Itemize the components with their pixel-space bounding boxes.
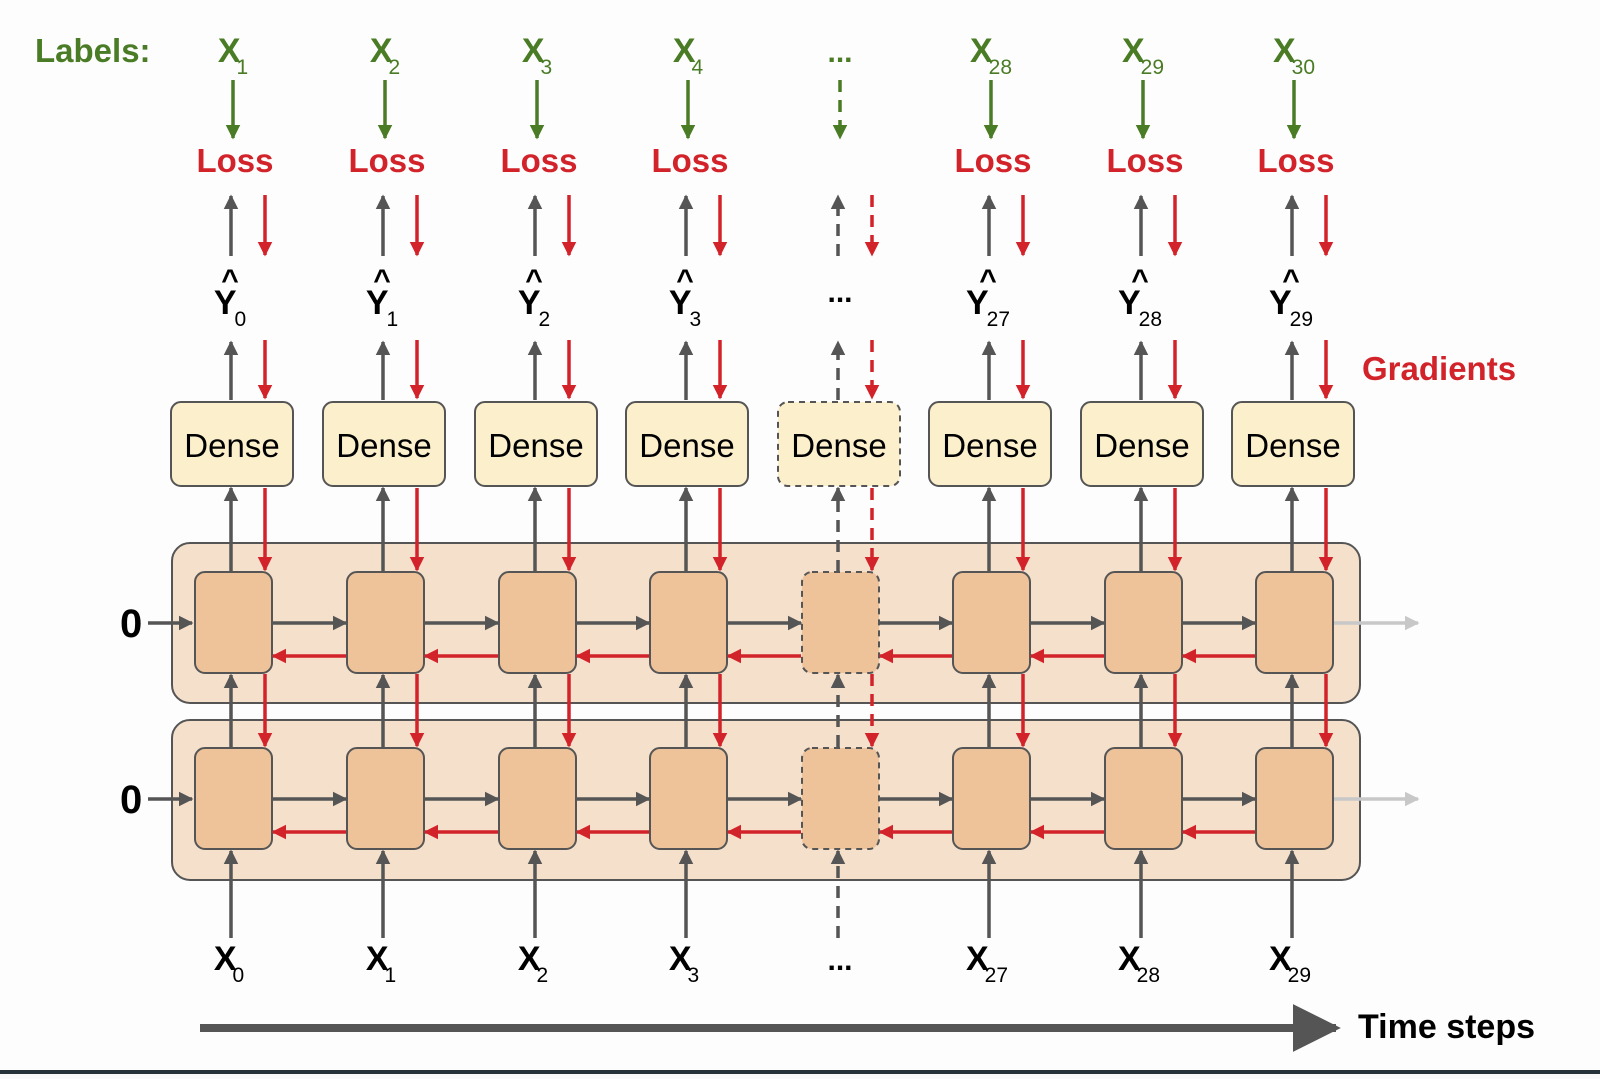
rnn-cell-top [194,571,273,674]
prediction-ellipsis: ... [827,276,852,309]
dense-layer-label: Dense [639,427,734,464]
label-ellipsis: ... [827,36,852,69]
loss-label: Loss [348,142,425,179]
prediction-y-hat-0: Y0 [214,284,246,331]
time-step-columns: X1Loss^Y0DenseX0X2Loss^Y1DenseX1X3Loss^Y… [170,32,1420,987]
rnn-cell-bottom [1104,747,1183,850]
loss-label: Loss [196,142,273,179]
input-ellipsis: ... [827,944,852,977]
input-x-28: X28 [1118,940,1160,987]
label-x-28: X28 [970,32,1012,79]
dense-layer-box [625,401,749,487]
dense-layer-box [777,401,901,487]
prediction-y-hat-27: Y27 [966,284,1010,331]
loss-label: Loss [1257,142,1334,179]
rnn-cell-bottom [1255,747,1334,850]
prediction-hat: ^ [979,264,997,297]
dense-layer-box [170,401,294,487]
dense-layer-label: Dense [184,427,279,464]
dense-layer-box [928,401,1052,487]
loss-label: Loss [651,142,728,179]
input-x-1: X1 [366,940,396,987]
dense-layer-label: Dense [488,427,583,464]
rnn-cell-top [1104,571,1183,674]
prediction-y-hat-3: Y3 [669,284,701,331]
window-bottom-border [0,1070,1600,1074]
dense-layer-label: Dense [1094,427,1189,464]
label-x-1: X1 [218,32,248,79]
prediction-hat: ^ [676,264,694,297]
prediction-hat: ^ [1282,264,1300,297]
initial-state-bottom: 0 [120,778,142,822]
label-x-30: X30 [1273,32,1315,79]
rnn-cell-top [498,571,577,674]
rnn-cell-bottom [952,747,1031,850]
prediction-hat: ^ [221,264,239,297]
prediction-hat: ^ [373,264,391,297]
prediction-y-hat-1: Y1 [366,284,398,331]
dense-layer-box [322,401,446,487]
dense-layer-box [1080,401,1204,487]
loss-label: Loss [1106,142,1183,179]
rnn-cell-bottom [346,747,425,850]
rnn-cell-bottom [801,747,880,850]
input-x-29: X29 [1269,940,1311,987]
prediction-hat: ^ [1131,264,1149,297]
loss-label: Loss [954,142,1031,179]
rnn-cell-bottom [194,747,273,850]
time-steps-label: Time steps [1358,1008,1535,1046]
dense-layer-label: Dense [791,427,886,464]
rnn-cell-bottom [649,747,728,850]
rnn-cell-top [346,571,425,674]
labels-heading: Labels: [35,32,151,69]
label-x-4: X4 [673,32,704,79]
dense-layer-label: Dense [336,427,431,464]
input-x-2: X2 [518,940,548,987]
label-x-2: X2 [370,32,400,79]
input-x-0: X0 [214,940,244,987]
rnn-cell-top [1255,571,1334,674]
initial-state-top: 0 [120,602,142,646]
rnn-cell-bottom [498,747,577,850]
prediction-y-hat-28: Y28 [1118,284,1162,331]
rnn-cell-top [649,571,728,674]
dense-layer-box [1231,401,1355,487]
prediction-hat: ^ [525,264,543,297]
loss-label: Loss [500,142,577,179]
prediction-y-hat-29: Y29 [1269,284,1313,331]
rnn-cell-top [801,571,880,674]
gradients-label: Gradients [1362,350,1516,387]
label-x-29: X29 [1122,32,1164,79]
dense-layer-box [474,401,598,487]
rnn-cell-top [952,571,1031,674]
dense-layer-label: Dense [1245,427,1340,464]
input-x-3: X3 [669,940,699,987]
prediction-y-hat-2: Y2 [518,284,550,331]
dense-layer-label: Dense [942,427,1037,464]
input-x-27: X27 [966,940,1008,987]
label-x-3: X3 [522,32,552,79]
